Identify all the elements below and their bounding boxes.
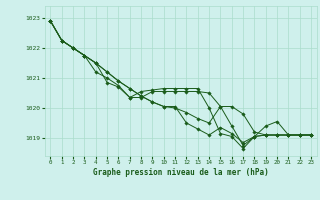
X-axis label: Graphe pression niveau de la mer (hPa): Graphe pression niveau de la mer (hPa) <box>93 168 269 177</box>
